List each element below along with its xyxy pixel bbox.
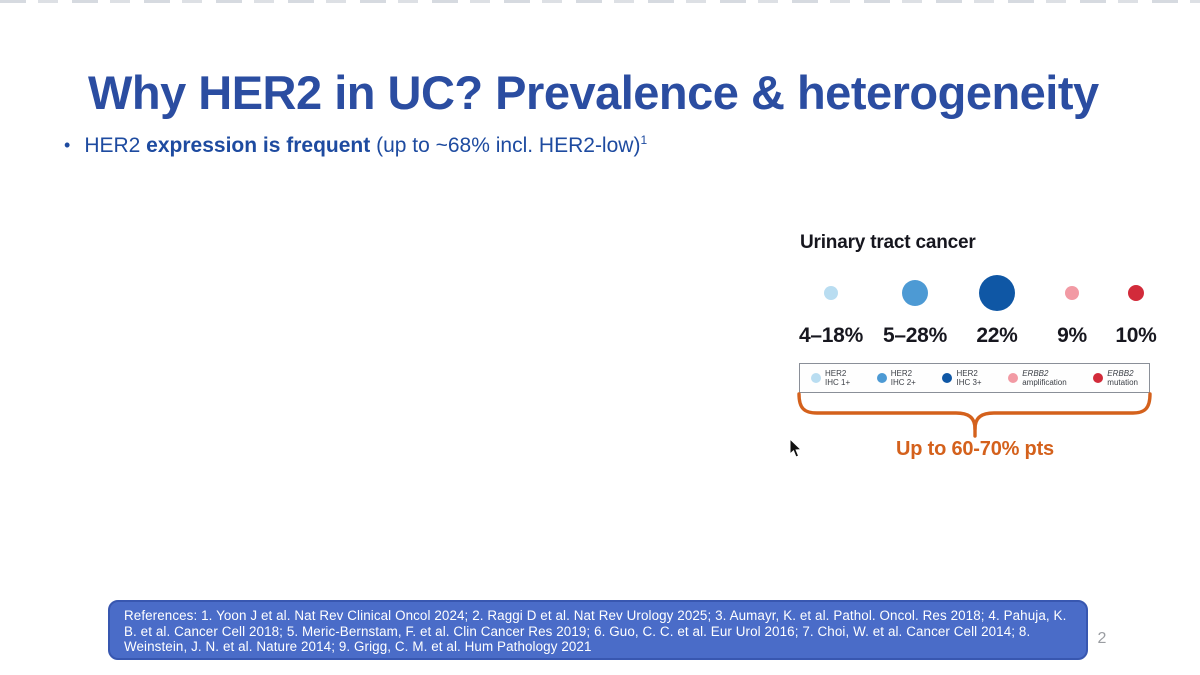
legend-dot-icon — [942, 373, 953, 383]
mouse-cursor-icon — [789, 438, 803, 458]
legend-item-ihc-1+: HER2 IHC 1+ — [811, 369, 850, 388]
bubble-value-label: 10% — [1115, 324, 1157, 347]
orange-brace-icon — [797, 392, 1152, 438]
legend-label: HER2 IHC 1+ — [825, 368, 851, 388]
bubble-value-label: 4–18% — [799, 324, 863, 347]
bubble-chart: 4–18% 5–28% 22% 9% 10% — [790, 265, 1160, 353]
bullet-lead: HER2 — [84, 134, 147, 157]
page-number: 2 — [1097, 630, 1107, 647]
bubble-ihc-1+ — [824, 286, 838, 300]
legend-item-ihc-2+: HER2 IHC 2+ — [876, 368, 916, 388]
legend-dot-icon — [811, 373, 821, 383]
legend-dot-icon — [876, 373, 887, 383]
bullet-her2-expression: • HER2 expression is frequent (up to ~68%… — [64, 134, 864, 158]
bubble-value-label: 22% — [976, 324, 1018, 347]
figure-heading: Urinary tract cancer — [800, 232, 976, 253]
bubble-amplification — [1065, 286, 1079, 300]
bubble-ihc-3+ — [979, 275, 1015, 311]
legend-label: HER2 IHC 3+ — [956, 368, 982, 388]
bubble-value-label: 9% — [1057, 324, 1087, 347]
bubble-ihc-2+ — [902, 280, 928, 306]
legend-item-amplification: ERBB2 amplification — [1008, 368, 1067, 388]
legend-label: HER2 IHC 2+ — [890, 368, 916, 388]
legend-item-mutation: ERBB2 mutation — [1093, 369, 1138, 388]
legend-label: ERBB2 mutation — [1107, 368, 1138, 388]
annotation-up-to-60-70-pts: Up to 60-70% pts — [896, 438, 1054, 460]
legend-item-ihc-3+: HER2 IHC 3+ — [942, 368, 982, 388]
top-edge-artifact — [0, 0, 1200, 3]
bullet-marker: • — [64, 135, 71, 155]
references-box: References: 1. Yoon J et al. Nat Rev Cli… — [108, 600, 1088, 660]
legend-label: ERBB2 amplification — [1022, 368, 1067, 388]
bullet-rest: (up to ~68% incl. HER2-low) — [370, 134, 641, 157]
bullet-reference-superscript: 1 — [640, 133, 648, 147]
bubble-mutation — [1128, 285, 1144, 301]
references-text: References: 1. Yoon J et al. Nat Rev Cli… — [124, 608, 1067, 654]
figure-legend: HER2 IHC 1+ HER2 IHC 2+ HER2 IHC 3+ ERBB2 ampli… — [799, 363, 1150, 393]
bullet-bold-text: expression is frequent — [146, 134, 371, 157]
page-title: Why HER2 in UC? Prevalence & heterogenei… — [88, 66, 1099, 120]
legend-dot-icon — [1008, 373, 1019, 383]
bubble-value-label: 5–28% — [883, 324, 947, 347]
legend-dot-icon — [1093, 373, 1104, 383]
